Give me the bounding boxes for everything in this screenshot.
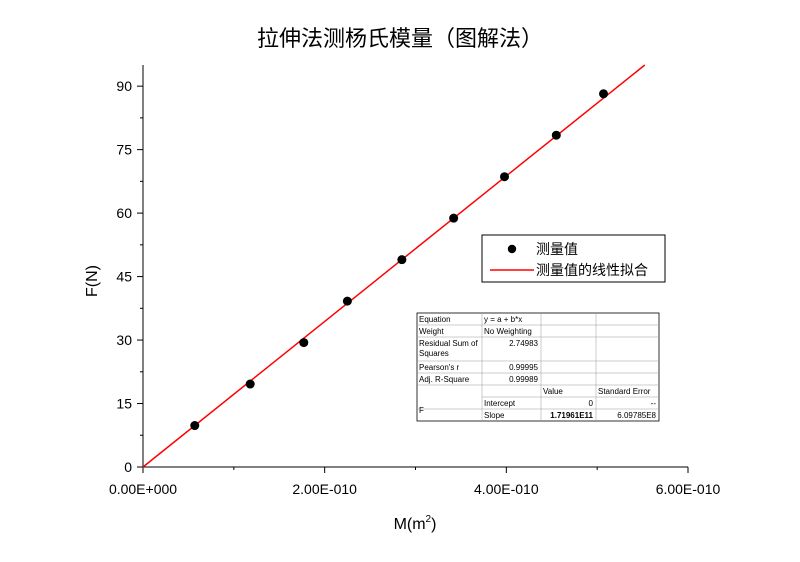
data-point	[599, 89, 609, 99]
points-layer	[190, 89, 609, 431]
ticks	[137, 85, 689, 473]
data-point	[190, 421, 200, 431]
stats-table-cell: 0.99989	[509, 375, 538, 384]
legend-box	[481, 234, 666, 283]
data-point	[500, 172, 510, 182]
y-tick-label: 60	[116, 205, 132, 221]
stats-table-cell: Pearson's r	[419, 363, 460, 372]
stats-table-cell: No Weighting	[484, 327, 532, 336]
y-tick-label: 30	[116, 332, 132, 348]
fit-line-layer	[142, 64, 646, 468]
x-tick-label: 0.00E+000	[109, 481, 177, 497]
legend: 测量值 测量值的线性拟合	[481, 234, 666, 283]
stats-table-cell: Intercept	[484, 399, 516, 408]
legend-label-points: 测量值	[536, 242, 578, 258]
data-point	[449, 213, 459, 223]
x-tick-label: 2.00E-010	[292, 481, 357, 497]
tick-labels: 0 15 30 45 60 75 90 0.00E+000 2.00E-010 4.00E-010…	[109, 78, 721, 497]
stats-table-cell: 0.99995	[509, 363, 538, 372]
stats-table-cell: Slope	[484, 411, 505, 420]
stats-table-cell: 2.74983	[509, 339, 538, 348]
stats-table-cell: Adj. R-Square	[419, 375, 470, 384]
y-tick-label: 90	[116, 78, 132, 94]
data-point	[245, 379, 255, 389]
data-point	[299, 338, 309, 348]
stats-table-cell: Residual Sum of Squares	[419, 339, 478, 358]
stats-table-cell: 6.09785E8	[617, 411, 656, 420]
x-axis-label: M(m2)	[394, 514, 437, 533]
y-tick-label: 0	[124, 459, 132, 475]
x-axis-label-close: )	[431, 516, 436, 533]
x-axis-label-sup: 2	[426, 514, 432, 525]
stats-table-cell: Standard Error	[598, 387, 651, 396]
chart-title: 拉伸法测杨氏模量（图解法）	[257, 27, 543, 52]
x-tick-label: 6.00E-010	[656, 481, 721, 497]
data-point	[397, 255, 407, 265]
legend-marker-points	[507, 244, 517, 254]
x-tick-label: 4.00E-010	[474, 481, 539, 497]
data-point	[342, 296, 352, 306]
stats-table-cell: F	[419, 406, 424, 415]
stats-table-cell: y = a + b*x	[484, 315, 522, 324]
stats-table-cell: 1.71961E11	[550, 411, 593, 420]
stats-table: Equation y = a + b*x Weight No Weighting Res…	[416, 312, 660, 422]
stats-table-frame	[416, 312, 660, 422]
stats-table-cell: Equation	[419, 315, 451, 324]
y-tick-label: 15	[116, 396, 132, 412]
stats-table-cell: 0	[589, 399, 594, 408]
y-tick-label: 45	[116, 269, 132, 285]
y-axis-label: F(N)	[84, 265, 101, 297]
data-point	[551, 130, 561, 140]
stats-table-cell: Weight	[419, 327, 445, 336]
stats-table-cell: --	[651, 399, 657, 408]
fit-line	[142, 64, 646, 468]
y-tick-label: 75	[116, 142, 132, 158]
legend-label-fit: 测量值的线性拟合	[536, 263, 648, 279]
stats-table-cell: Value	[543, 387, 563, 396]
